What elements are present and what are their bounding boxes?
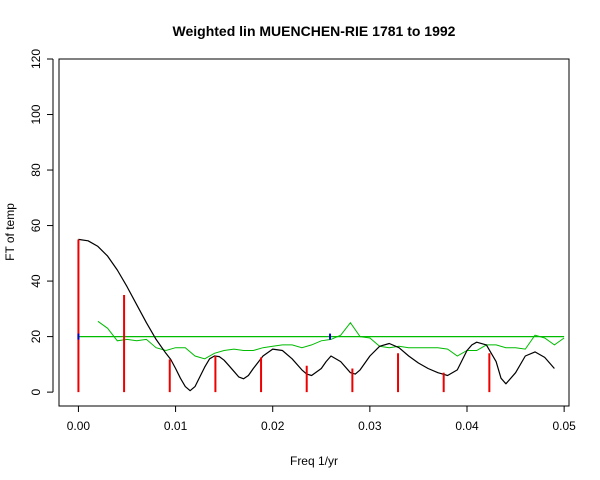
x-tick-label: 0.03 xyxy=(358,419,382,433)
y-tick-label: 20 xyxy=(29,330,43,344)
spectrum-series-line xyxy=(78,238,555,392)
plot-frame xyxy=(58,58,570,407)
y-tick-label: 0 xyxy=(29,388,43,395)
x-tick-label: 0.02 xyxy=(261,419,285,433)
y-tick-label: 60 xyxy=(29,219,43,233)
y-tick-label: 100 xyxy=(29,104,43,124)
x-axis-label: Freq 1/yr xyxy=(290,454,338,468)
noise-series-line xyxy=(97,320,565,360)
y-axis-label: FT of temp xyxy=(3,203,17,261)
y-tick-label: 120 xyxy=(29,49,43,69)
x-tick-label: 0.04 xyxy=(455,419,479,433)
x-axis: 0.00 0.01 0.02 0.03 0.04 0.05 xyxy=(67,405,576,433)
chart-title: Weighted lin MUENCHEN-RIE 1781 to 1992 xyxy=(173,23,456,39)
y-tick-label: 80 xyxy=(29,163,43,177)
plot-content xyxy=(77,238,565,393)
x-tick-label: 0.00 xyxy=(67,419,91,433)
y-axis: 0 20 40 60 80 100 120 xyxy=(29,49,54,395)
y-tick-label: 40 xyxy=(29,274,43,288)
x-tick-label: 0.05 xyxy=(552,419,576,433)
x-tick-label: 0.01 xyxy=(164,419,188,433)
